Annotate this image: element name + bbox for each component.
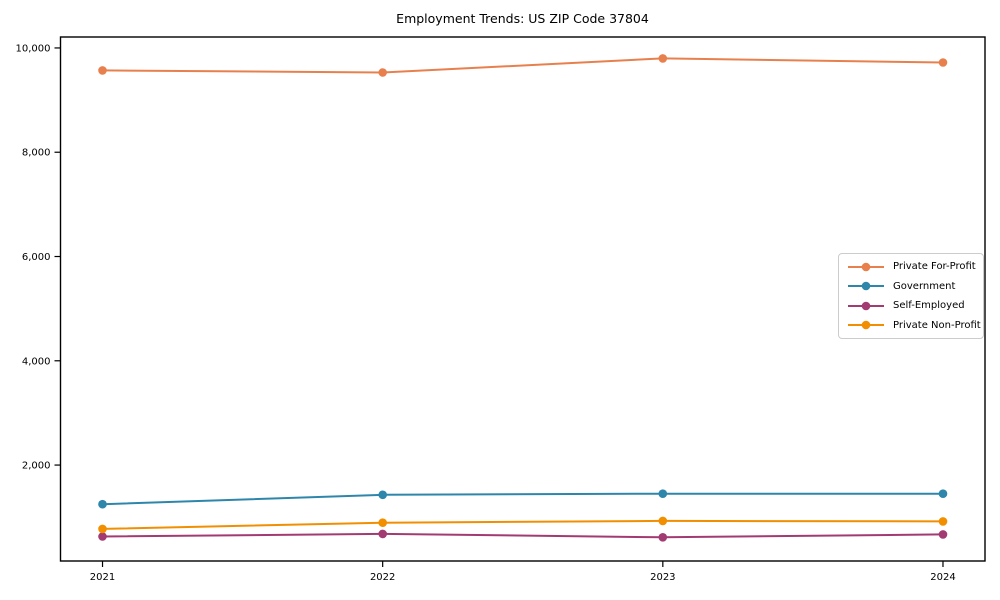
data-point-government bbox=[378, 490, 388, 500]
data-point-private-for-profit bbox=[378, 68, 388, 77]
legend-marker-icon bbox=[848, 320, 884, 330]
data-point-self-employed bbox=[378, 529, 388, 539]
x-axis-tick-label: 2023 bbox=[650, 572, 675, 583]
legend-item-self-employed: Self-Employed bbox=[846, 296, 977, 316]
y-axis-tick-label: 2,000 bbox=[22, 461, 51, 472]
data-point-self-employed bbox=[938, 530, 948, 539]
legend-marker-icon bbox=[848, 262, 884, 272]
legend-marker-icon bbox=[848, 301, 884, 311]
legend: Private For-Profit Government Self-Employe… bbox=[838, 253, 984, 339]
line-series-self-employed bbox=[102, 532, 944, 539]
legend-label: Private For-Profit bbox=[893, 261, 976, 273]
data-point-government bbox=[658, 489, 668, 499]
y-axis-tick-label: 6,000 bbox=[22, 252, 51, 263]
data-point-private-for-profit bbox=[938, 58, 948, 67]
data-point-government bbox=[98, 499, 107, 509]
data-point-private-for-profit bbox=[658, 54, 668, 63]
chart-title: Employment Trends: US ZIP Code 37804 bbox=[396, 11, 649, 26]
data-point-private-non-profit bbox=[378, 518, 388, 527]
data-point-private-for-profit bbox=[98, 66, 107, 75]
axes-frame bbox=[59, 36, 986, 562]
y-axis-tick-label: 8,000 bbox=[22, 148, 51, 159]
legend-item-government: Government bbox=[846, 277, 977, 297]
data-point-self-employed bbox=[658, 533, 668, 542]
legend-marker-icon bbox=[848, 281, 884, 291]
legend-label: Private Non-Profit bbox=[893, 319, 981, 331]
data-point-private-non-profit bbox=[938, 517, 948, 526]
y-axis-tick-label: 4,000 bbox=[22, 356, 51, 367]
legend-item-private-non-profit: Private Non-Profit bbox=[846, 316, 981, 336]
legend-label: Self-Employed bbox=[893, 300, 965, 312]
line-series-private-for-profit bbox=[102, 57, 944, 74]
line-series-private-non-profit bbox=[102, 519, 944, 530]
line-series-government bbox=[102, 492, 943, 506]
data-point-self-employed bbox=[98, 532, 107, 541]
x-axis-tick-label: 2021 bbox=[90, 572, 115, 583]
data-point-private-non-profit bbox=[658, 516, 668, 526]
y-axis-tick-label: 10,000 bbox=[16, 43, 51, 54]
data-point-private-non-profit bbox=[98, 524, 107, 534]
legend-item-private-for-profit: Private For-Profit bbox=[846, 257, 977, 277]
x-axis-tick-label: 2024 bbox=[930, 572, 955, 583]
legend-label: Government bbox=[893, 280, 956, 292]
x-axis-tick-label: 2022 bbox=[370, 572, 395, 583]
data-point-government bbox=[938, 489, 948, 499]
